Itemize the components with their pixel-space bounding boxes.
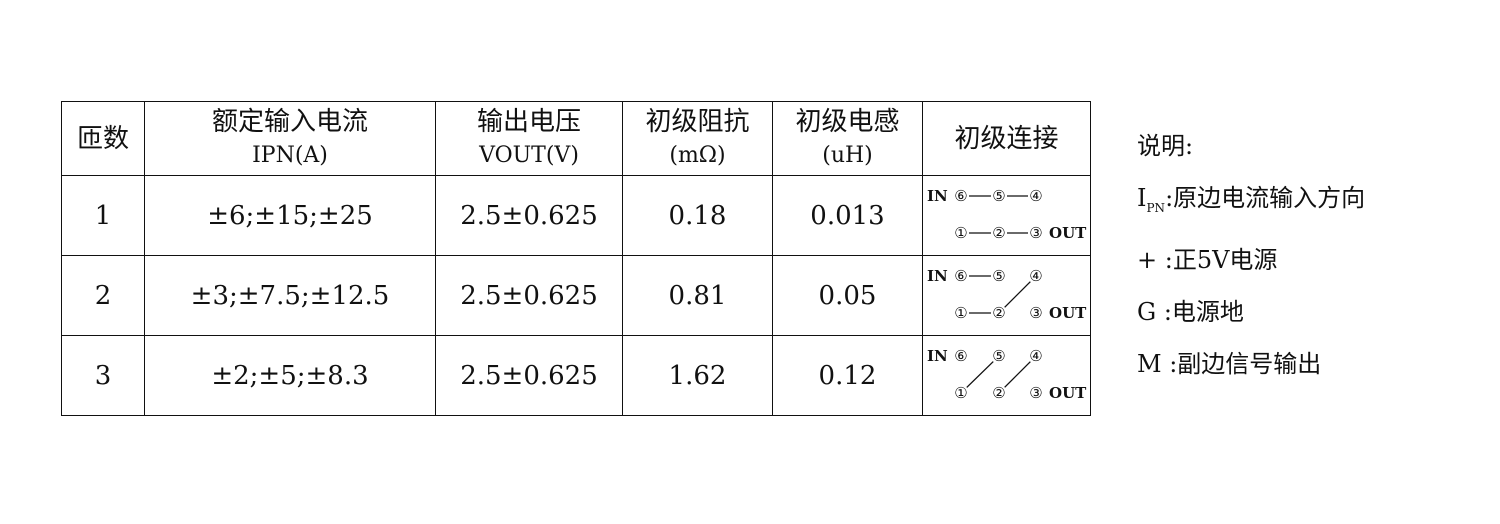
note-text: :正5V电源: [1164, 245, 1278, 274]
cell-vout: 2.5±0.625: [435, 335, 623, 416]
header-cell: 匝数: [61, 101, 145, 176]
note-text: :电源地: [1163, 297, 1244, 326]
cell-inductance: 0.013: [772, 175, 923, 256]
header-cell: 初级电感 (uH): [772, 101, 923, 176]
pin-4: ④: [1029, 187, 1042, 205]
note-item: G :电源地: [1137, 286, 1365, 338]
note-key: +: [1137, 245, 1165, 274]
note-text: :原边电流输入方向: [1165, 184, 1366, 212]
cell-inductance: 0.05: [772, 255, 923, 336]
pin-5: ⑤: [992, 267, 1005, 285]
pin-1: ①: [954, 304, 967, 322]
pin-6: ⑥: [954, 267, 967, 285]
pin-6: ⑥: [954, 187, 967, 205]
header-title: 初级电感: [795, 106, 900, 137]
table-row: 3 ±2;±5;±8.3 2.5±0.625 1.62 0.12 ① ② ③ ④ ⑤ ⑥ IN OUT: [61, 335, 1091, 416]
pin-4: ④: [1029, 347, 1042, 365]
cell-turns: 2: [61, 255, 145, 336]
in-label: IN: [927, 187, 948, 205]
cell-turns: 1: [61, 175, 145, 256]
pin-4: ④: [1029, 267, 1042, 285]
pin-2: ②: [992, 224, 1005, 242]
pin-5: ⑤: [992, 187, 1005, 205]
connection-diagram: ① ② ③ ④ ⑤ ⑥ IN OUT: [927, 267, 1087, 322]
out-label: OUT: [1049, 304, 1087, 322]
header-unit: IPN(A): [252, 142, 328, 168]
header-unit: (uH): [822, 142, 873, 168]
note-item: IPN:原边电流输入方向: [1137, 172, 1365, 234]
note-key-sub: PN: [1146, 200, 1166, 215]
pin-3: ③: [1029, 304, 1042, 322]
spec-table: 匝数 额定输入电流 IPN(A) 输出电压 VOUT(V) 初级阻抗 (mΩ) 初级电感 (uH…: [61, 101, 1091, 416]
note-text: :副边信号输出: [1169, 349, 1322, 378]
header-title: 输出电压: [476, 106, 581, 137]
connection-line: [966, 361, 994, 388]
header-title: 额定输入电流: [211, 106, 368, 137]
cell-current: ±6;±15;±25: [144, 175, 436, 256]
header-title: 初级阻抗: [645, 106, 750, 137]
pin-3: ③: [1029, 224, 1042, 242]
header-cell: 额定输入电流 IPN(A): [144, 101, 436, 176]
in-label: IN: [927, 267, 948, 285]
note-item: M :副边信号输出: [1137, 338, 1365, 390]
table-row: 1 ±6;±15;±25 2.5±0.625 0.18 0.013 ① ② ③ ④ ⑤ ⑥ IN OUT: [61, 175, 1091, 256]
cell-turns: 3: [61, 335, 145, 416]
header-title: 初级连接: [954, 123, 1059, 154]
pin-1: ①: [954, 224, 967, 242]
cell-vout: 2.5±0.625: [435, 255, 623, 336]
header-cell: 初级阻抗 (mΩ): [622, 101, 773, 176]
note-key: M: [1137, 349, 1170, 378]
notes: 说明: IPN:原边电流输入方向 + :正5V电源 G :电源地 M :副边信号输出: [1137, 120, 1365, 390]
cell-current: ±3;±7.5;±12.5: [144, 255, 436, 336]
header-cell: 初级连接: [922, 101, 1091, 176]
pin-2: ②: [992, 304, 1005, 322]
cell-vout: 2.5±0.625: [435, 175, 623, 256]
header-cell: 输出电压 VOUT(V): [435, 101, 623, 176]
note-item: + :正5V电源: [1137, 234, 1365, 286]
connection-diagram: ① ② ③ ④ ⑤ ⑥ IN OUT: [927, 347, 1087, 402]
pin-5: ⑤: [992, 347, 1005, 365]
in-label: IN: [927, 347, 948, 365]
header-unit: VOUT(V): [479, 142, 579, 168]
cell-impedance: 1.62: [622, 335, 773, 416]
header-title: 匝数: [76, 123, 129, 154]
out-label: OUT: [1049, 384, 1087, 402]
connection-line: [1004, 361, 1031, 388]
connection-line: [1004, 281, 1031, 308]
out-label: OUT: [1049, 224, 1087, 242]
pin-1: ①: [954, 384, 967, 402]
cell-connection: ① ② ③ ④ ⑤ ⑥ IN OUT: [922, 255, 1091, 336]
cell-connection: ① ② ③ ④ ⑤ ⑥ IN OUT: [922, 175, 1091, 256]
connection-diagram: ① ② ③ ④ ⑤ ⑥ IN OUT: [927, 187, 1087, 242]
cell-current: ±2;±5;±8.3: [144, 335, 436, 416]
pin-2: ②: [992, 384, 1005, 402]
cell-inductance: 0.12: [772, 335, 923, 416]
table-row: 2 ±3;±7.5;±12.5 2.5±0.625 0.81 0.05 ① ② ③ ④ ⑤ ⑥ IN O…: [61, 255, 1091, 336]
notes-title: 说明:: [1137, 132, 1194, 160]
cell-impedance: 0.81: [622, 255, 773, 336]
cell-connection: ① ② ③ ④ ⑤ ⑥ IN OUT: [922, 335, 1091, 416]
cell-impedance: 0.18: [622, 175, 773, 256]
note-key: I: [1137, 184, 1147, 212]
pin-6: ⑥: [954, 347, 967, 365]
note-key: G: [1137, 297, 1164, 326]
pin-3: ③: [1029, 384, 1042, 402]
header-unit: (mΩ): [669, 142, 726, 168]
